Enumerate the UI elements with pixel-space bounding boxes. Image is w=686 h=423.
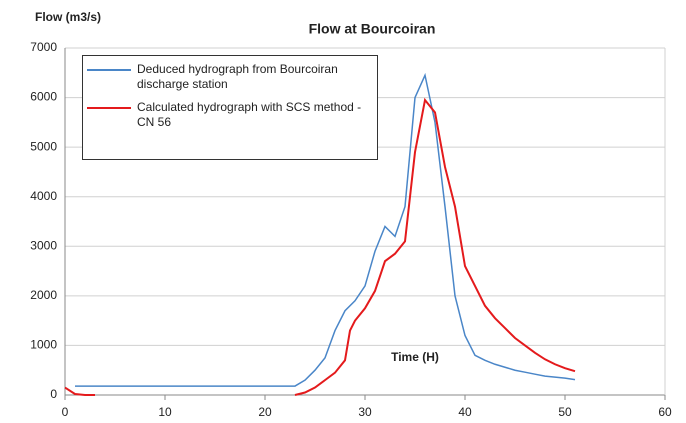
y-tick-label: 4000 bbox=[30, 189, 57, 203]
x-tick-label: 20 bbox=[258, 405, 272, 419]
y-tick-label: 1000 bbox=[30, 338, 57, 352]
legend-label: Calculated hydrograph with SCS method - … bbox=[137, 100, 362, 129]
x-axis-label: Time (H) bbox=[391, 350, 439, 364]
x-tick-label: 0 bbox=[62, 405, 69, 419]
y-tick-label: 6000 bbox=[30, 90, 57, 104]
x-tick-label: 60 bbox=[658, 405, 672, 419]
x-tick-label: 10 bbox=[158, 405, 172, 419]
series-line bbox=[64, 97, 576, 396]
y-tick-label: 2000 bbox=[30, 288, 57, 302]
legend-entry: Deduced hydrograph from Bourcoiran disch… bbox=[87, 62, 373, 92]
legend: Deduced hydrograph from Bourcoiran disch… bbox=[82, 55, 378, 160]
y-tick-label: 3000 bbox=[30, 238, 57, 252]
series-line bbox=[75, 72, 576, 387]
y-tick-label: 7000 bbox=[30, 40, 57, 54]
legend-swatch bbox=[87, 107, 131, 109]
chart-title: Flow at Bourcoiran bbox=[309, 21, 436, 37]
x-tick-label: 40 bbox=[458, 405, 472, 419]
legend-swatch bbox=[87, 69, 131, 71]
x-tick-label: 50 bbox=[558, 405, 572, 419]
legend-entry: Calculated hydrograph with SCS method - … bbox=[87, 100, 373, 130]
y-tick-label: 0 bbox=[50, 387, 57, 401]
y-axis-label: Flow (m3/s) bbox=[35, 10, 101, 24]
y-tick-label: 5000 bbox=[30, 139, 57, 153]
x-tick-label: 30 bbox=[358, 405, 372, 419]
legend-label: Deduced hydrograph from Bourcoiran disch… bbox=[137, 62, 338, 91]
